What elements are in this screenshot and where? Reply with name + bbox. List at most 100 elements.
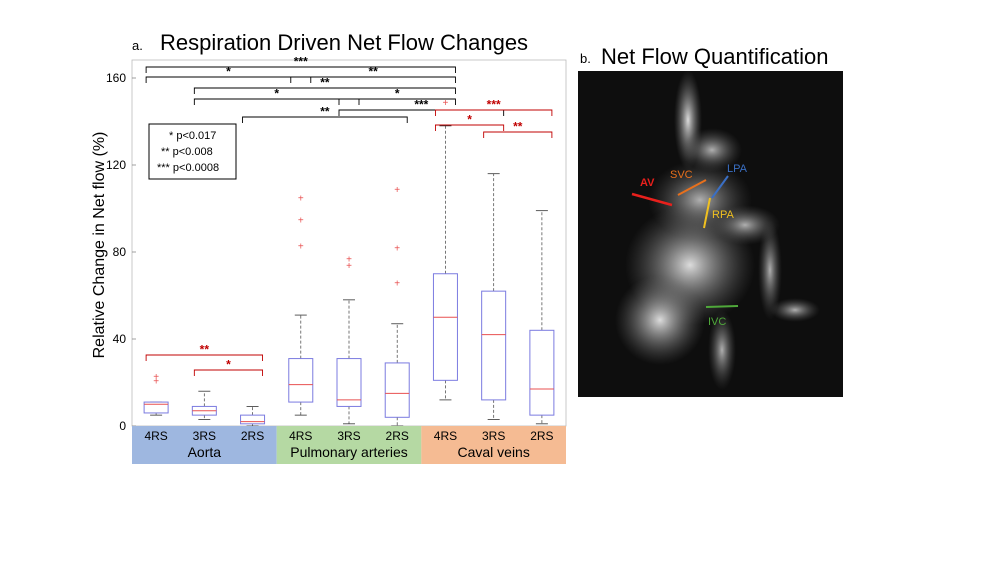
legend-item: *** p<0.0008: [157, 162, 219, 174]
bracket-line: [338, 98, 456, 105]
y-tick-label: 160: [106, 71, 126, 85]
iqr-box: [481, 290, 507, 401]
y-tick-label: 0: [119, 419, 126, 433]
category-label: 3RS: [482, 429, 505, 443]
y-axis: 0 40 80 120 160: [106, 71, 136, 433]
group-band: [421, 426, 566, 464]
category-label: 2RS: [386, 429, 409, 443]
significance-label: *: [395, 87, 400, 101]
significance-bracket: **: [483, 120, 553, 138]
bracket-line: [434, 124, 505, 131]
significance-label: *: [274, 87, 279, 101]
bracket-line: [145, 354, 264, 361]
outlier-point: +: [394, 278, 400, 289]
panel-b-title: Net Flow Quantification: [601, 44, 828, 69]
bracket-line: [145, 76, 312, 83]
lpa-label: LPA: [727, 163, 748, 175]
significance-bracket: **: [145, 343, 264, 361]
significance-brackets: **** ***** ****** **** *****: [145, 55, 553, 376]
iqr-box: [384, 362, 410, 418]
boxes: +++++++++++: [143, 98, 555, 427]
significance-bracket: *: [338, 87, 456, 105]
outlier-point: +: [443, 98, 449, 109]
box-3: + + +: [288, 194, 314, 416]
outlier-point: +: [153, 376, 159, 387]
y-tick-label: 80: [113, 245, 127, 259]
significance-bracket: ***: [145, 55, 456, 73]
significance-bracket: **: [193, 76, 456, 94]
box-1: [191, 390, 217, 420]
significance-label: ***: [294, 55, 308, 69]
av-marker: [631, 192, 673, 207]
group-label: Aorta: [188, 444, 222, 460]
bracket-line: [193, 369, 264, 376]
iqr-box: [143, 401, 169, 414]
panel-a-letter: a.: [132, 38, 143, 53]
category-labels: 4RS 3RS 2RS 4RS 3RS 2RS 4RS 3RS 2RS: [144, 429, 553, 443]
box-0: ++: [143, 372, 169, 416]
rpa-marker: [703, 197, 711, 229]
y-axis-label: Relative Change in Net flow (%): [91, 132, 108, 359]
bracket-line: [338, 109, 505, 116]
bracket-line: [434, 109, 553, 116]
outlier-point: +: [153, 372, 159, 383]
outlier-point: +: [298, 194, 304, 205]
outlier-point: +: [346, 261, 352, 272]
bracket-line: [483, 131, 553, 138]
group-bands: Aorta Pulmonary arteries Caval veins: [132, 426, 566, 464]
significance-label: **: [320, 76, 330, 90]
category-label: 3RS: [193, 429, 216, 443]
iqr-box: [529, 329, 555, 416]
outlier-point: +: [394, 185, 400, 196]
iqr-box: [336, 358, 362, 407]
bracket-line: [193, 98, 360, 105]
category-label: 4RS: [144, 429, 167, 443]
group-label: Pulmonary arteries: [290, 444, 408, 460]
box-7: [481, 173, 507, 420]
significance-legend: * p<0.017 ** p<0.008 *** p<0.0008: [148, 123, 237, 180]
significance-label: *: [226, 358, 231, 372]
category-label: 4RS: [434, 429, 457, 443]
box-4: ++: [336, 255, 362, 425]
lpa-marker: [711, 175, 729, 199]
panel-a-title: Respiration Driven Net Flow Changes: [160, 30, 528, 55]
legend-box: [148, 123, 237, 180]
svc-label: SVC: [670, 169, 693, 181]
outlier-point: +: [298, 215, 304, 226]
significance-label: **: [320, 105, 330, 119]
outlier-point: +: [346, 255, 352, 266]
group-label: Caval veins: [457, 444, 529, 460]
legend-item: * p<0.017: [169, 130, 216, 142]
iqr-box: [432, 273, 458, 381]
significance-label: *: [467, 113, 472, 127]
ivc-marker: [705, 305, 739, 308]
y-tick-label: 40: [113, 332, 127, 346]
mri-image: AV SVC LPA RPA IVC: [578, 71, 843, 397]
iqr-box: [288, 358, 314, 403]
box-8: [529, 210, 555, 425]
group-band: [132, 426, 277, 464]
significance-label: **: [513, 120, 523, 134]
category-label: 4RS: [289, 429, 312, 443]
significance-label: ***: [487, 98, 501, 112]
significance-bracket: *: [145, 65, 312, 83]
group-band: [276, 426, 422, 464]
panel-b-letter: b.: [580, 51, 591, 66]
significance-bracket: ***: [338, 98, 505, 116]
significance-label: **: [368, 65, 378, 79]
box-6: +: [432, 98, 458, 401]
category-label: 3RS: [337, 429, 360, 443]
significance-label: **: [200, 343, 210, 357]
rpa-label: RPA: [712, 209, 734, 221]
significance-bracket: *: [434, 113, 505, 131]
bracket-line: [242, 116, 408, 123]
ivc-label: IVC: [708, 316, 726, 328]
category-label: 2RS: [241, 429, 264, 443]
outlier-point: +: [394, 244, 400, 255]
bracket-line: [193, 87, 456, 94]
legend-item: ** p<0.008: [161, 146, 213, 158]
iqr-box: [240, 414, 266, 425]
significance-bracket: **: [242, 105, 408, 123]
